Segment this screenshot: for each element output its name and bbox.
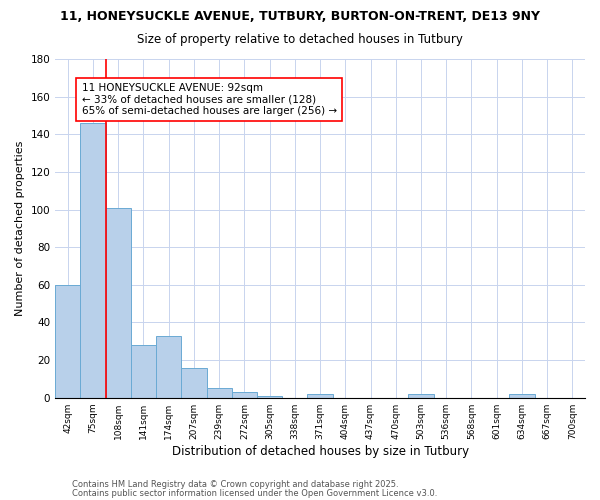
Bar [131, 345, 156, 398]
Bar [106, 208, 131, 398]
X-axis label: Distribution of detached houses by size in Tutbury: Distribution of detached houses by size … [172, 444, 469, 458]
Bar [55, 285, 80, 398]
Bar [307, 394, 332, 398]
Bar [80, 123, 106, 398]
Bar [409, 394, 434, 398]
Bar [206, 388, 232, 398]
Bar [509, 394, 535, 398]
Y-axis label: Number of detached properties: Number of detached properties [15, 140, 25, 316]
Bar [232, 392, 257, 398]
Text: 11, HONEYSUCKLE AVENUE, TUTBURY, BURTON-ON-TRENT, DE13 9NY: 11, HONEYSUCKLE AVENUE, TUTBURY, BURTON-… [60, 10, 540, 23]
Text: Contains HM Land Registry data © Crown copyright and database right 2025.: Contains HM Land Registry data © Crown c… [72, 480, 398, 489]
Bar [257, 396, 282, 398]
Text: Size of property relative to detached houses in Tutbury: Size of property relative to detached ho… [137, 32, 463, 46]
Bar [181, 368, 206, 398]
Bar [156, 336, 181, 398]
Text: Contains public sector information licensed under the Open Government Licence v3: Contains public sector information licen… [72, 489, 437, 498]
Text: 11 HONEYSUCKLE AVENUE: 92sqm
← 33% of detached houses are smaller (128)
65% of s: 11 HONEYSUCKLE AVENUE: 92sqm ← 33% of de… [82, 82, 337, 116]
